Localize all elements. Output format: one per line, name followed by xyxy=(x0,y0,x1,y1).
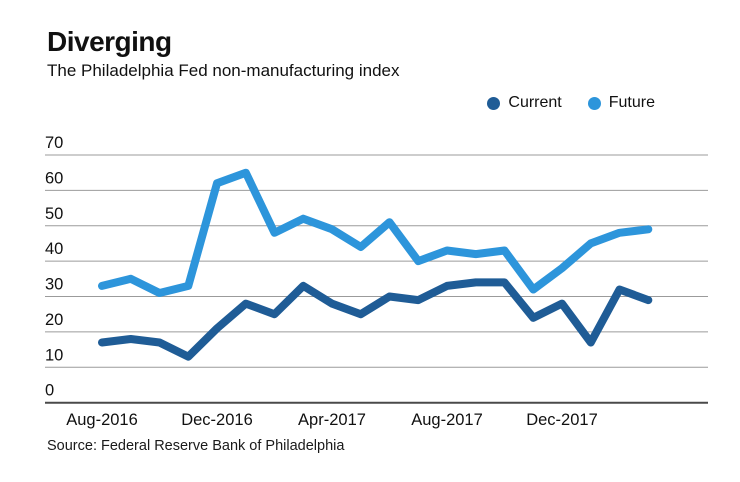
current-series-dot-icon xyxy=(487,96,501,110)
y-tick-label-10: 10 xyxy=(45,346,63,364)
y-tick-label-60: 60 xyxy=(45,169,63,187)
legend-label-current: Current xyxy=(508,94,562,111)
x-tick-label-Apr-2017: Apr-2017 xyxy=(298,411,366,429)
x-tick-label-Aug-2017: Aug-2017 xyxy=(411,411,483,429)
x-tick-label-Dec-2017: Dec-2017 xyxy=(526,411,598,429)
y-tick-label-0: 0 xyxy=(45,382,54,400)
x-tick-label-Aug-2016: Aug-2016 xyxy=(66,411,138,429)
chart-title: Diverging xyxy=(47,26,172,57)
series-line-current xyxy=(98,278,653,361)
chart-legend: Current Future xyxy=(487,94,655,112)
y-tick-label-20: 20 xyxy=(45,311,63,329)
legend-label-future: Future xyxy=(608,94,655,111)
source-note: Source: Federal Reserve Bank of Philadel… xyxy=(47,438,345,454)
y-tick-label-70: 70 xyxy=(45,134,63,152)
y-tick-label-30: 30 xyxy=(45,276,63,294)
y-tick-label-50: 50 xyxy=(45,205,63,223)
legend-item-future: Future xyxy=(587,94,655,112)
legend-item-current: Current xyxy=(487,94,562,112)
x-tick-label-Dec-2016: Dec-2016 xyxy=(181,411,253,429)
series-line-future xyxy=(98,168,653,297)
chart-subtitle: The Philadelphia Fed non-manufacturing i… xyxy=(47,61,400,80)
y-tick-label-40: 40 xyxy=(45,240,63,258)
future-series-dot-icon xyxy=(587,96,601,110)
